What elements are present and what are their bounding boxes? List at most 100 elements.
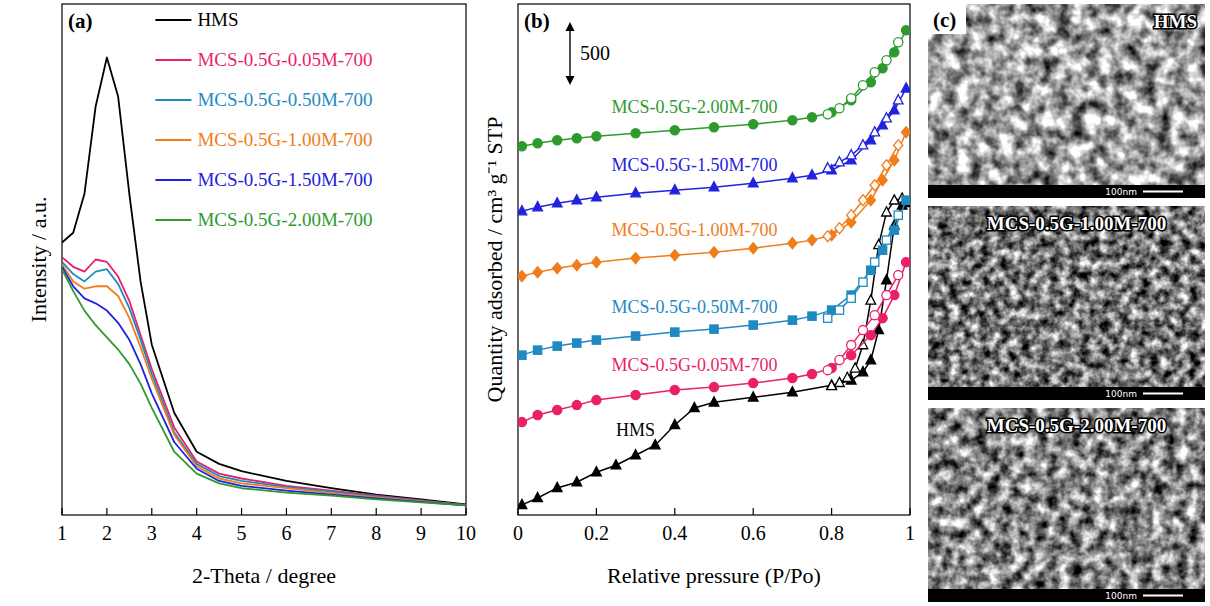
adsorption-point bbox=[670, 250, 679, 261]
adsorption-point bbox=[709, 383, 718, 392]
scale-bar-line bbox=[569, 28, 570, 79]
adsorption-point bbox=[631, 253, 640, 264]
sem-texture bbox=[928, 206, 1205, 400]
adsorption-point bbox=[518, 142, 527, 151]
adsorption-point bbox=[670, 419, 680, 428]
desorption-point bbox=[835, 377, 845, 386]
panel-1: 00.20.40.60.81Relative pressure (P/Po)Qu… bbox=[482, 4, 915, 588]
desorption-point bbox=[866, 295, 876, 304]
xrd-line bbox=[62, 269, 466, 505]
x-tick-label: 2 bbox=[102, 522, 112, 544]
adsorption-point bbox=[710, 325, 718, 333]
adsorption-point bbox=[749, 243, 758, 254]
x-tick-label: 1 bbox=[57, 522, 67, 544]
adsorption-point bbox=[901, 127, 910, 138]
desorption-point bbox=[894, 271, 903, 280]
desorption-point bbox=[889, 195, 899, 204]
sem-texture bbox=[928, 4, 1205, 198]
adsorption-point bbox=[611, 460, 621, 469]
panel-letter: (c) bbox=[933, 8, 956, 32]
desorption-point bbox=[858, 81, 867, 90]
adsorption-point bbox=[749, 321, 757, 329]
adsorption-point bbox=[631, 188, 641, 197]
adsorption-point bbox=[788, 387, 798, 396]
desorption-line bbox=[828, 275, 899, 370]
desorption-point bbox=[882, 236, 890, 244]
sem-ground bbox=[928, 206, 1205, 400]
desorption-point bbox=[870, 127, 880, 136]
sem-scale-line bbox=[1143, 191, 1183, 193]
x-tick bbox=[106, 508, 107, 515]
adsorption-point bbox=[670, 185, 680, 194]
adsorption-point bbox=[670, 126, 679, 135]
adsorption-point bbox=[748, 392, 758, 401]
x-tick-label: 7 bbox=[326, 522, 336, 544]
adsorption-point bbox=[878, 246, 886, 254]
adsorption-point bbox=[709, 247, 718, 258]
desorption-point bbox=[835, 157, 845, 166]
adsorption-point bbox=[867, 266, 875, 274]
legend-label: MCS-0.5G-2.00M-700 bbox=[197, 209, 372, 230]
adsorption-point bbox=[533, 267, 542, 278]
sem-info-bar bbox=[928, 387, 1205, 400]
adsorption-line bbox=[522, 262, 906, 422]
adsorption-point bbox=[882, 275, 892, 284]
desorption-point bbox=[858, 195, 867, 206]
x-tick bbox=[241, 508, 242, 515]
legend-label: MCS-0.5G-1.50M-700 bbox=[197, 169, 372, 190]
x-tick-label: 10 bbox=[456, 522, 476, 544]
x-tick bbox=[753, 508, 754, 515]
desorption-point bbox=[827, 380, 837, 389]
sem-scale-label: 100nm bbox=[1105, 591, 1137, 601]
adsorption-point bbox=[866, 355, 876, 364]
desorption-point bbox=[847, 210, 856, 221]
xrd-line bbox=[62, 264, 466, 505]
adsorption-point bbox=[533, 202, 543, 211]
adsorption-line bbox=[522, 30, 906, 146]
adsorption-point bbox=[631, 390, 640, 399]
sem-scale-line bbox=[1143, 393, 1183, 395]
x-tick bbox=[151, 508, 152, 515]
sem-ground bbox=[928, 4, 1205, 198]
adsorption-point bbox=[553, 405, 562, 414]
adsorption-point bbox=[553, 136, 562, 145]
xrd-line bbox=[62, 58, 466, 505]
curve-label: HMS bbox=[616, 420, 655, 440]
adsorption-point bbox=[690, 402, 700, 411]
adsorption-point bbox=[902, 196, 910, 204]
desorption-point bbox=[858, 326, 867, 335]
adsorption-point bbox=[901, 258, 910, 267]
legend-swatch bbox=[155, 59, 191, 61]
sem-panel: 100nmHMS100nmMCS-0.5G-1.00M-700100nmMCS-… bbox=[928, 4, 1205, 602]
x-tick bbox=[331, 508, 332, 515]
adsorption-point bbox=[518, 351, 526, 359]
curve-label: MCS-0.5G-0.50M-700 bbox=[611, 297, 777, 317]
adsorption-point bbox=[631, 450, 641, 459]
panel-letter: (b) bbox=[524, 9, 550, 33]
adsorption-line bbox=[522, 203, 906, 505]
curve-label: MCS-0.5G-2.00M-700 bbox=[611, 97, 777, 117]
scale-bar: 500 bbox=[566, 22, 611, 85]
sem-scale-line bbox=[1143, 595, 1183, 597]
x-tick-label: 3 bbox=[147, 522, 157, 544]
adsorption-point bbox=[890, 48, 899, 57]
desorption-point bbox=[894, 38, 903, 47]
sem-scale-label: 100nm bbox=[1105, 187, 1137, 197]
desorption-line bbox=[828, 145, 899, 236]
x-axis-title: Relative pressure (P/Po) bbox=[607, 563, 821, 588]
adsorption-point bbox=[671, 328, 679, 336]
desorption-point bbox=[850, 363, 860, 372]
desorption-point bbox=[894, 140, 903, 151]
plot-frame bbox=[62, 4, 466, 515]
desorption-line bbox=[828, 100, 899, 168]
desorption-point bbox=[870, 180, 879, 191]
adsorption-line bbox=[522, 132, 906, 276]
adsorption-point bbox=[533, 346, 541, 354]
adsorption-point bbox=[533, 139, 542, 148]
desorption-point bbox=[823, 110, 832, 119]
adsorption-point bbox=[592, 336, 600, 344]
x-tick-label: 6 bbox=[281, 522, 291, 544]
adsorption-point bbox=[847, 351, 856, 360]
adsorption-point bbox=[592, 257, 601, 268]
curve-label: MCS-0.5G-1.50M-700 bbox=[611, 155, 777, 175]
